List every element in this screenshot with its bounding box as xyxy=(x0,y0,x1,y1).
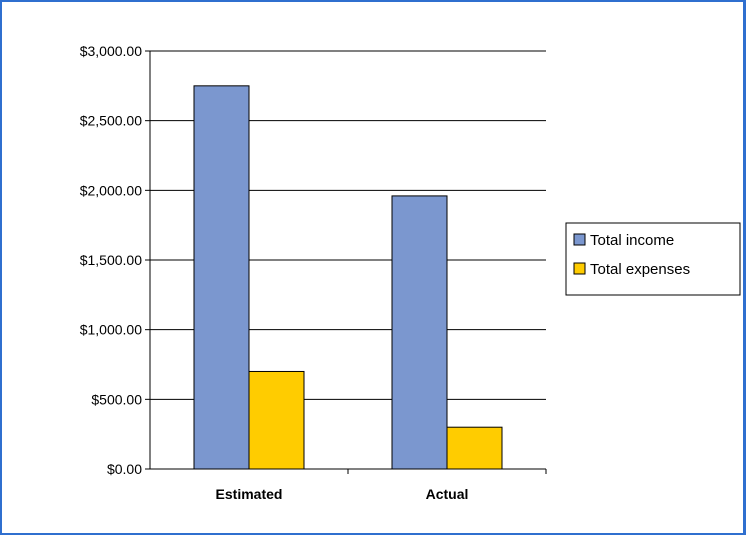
bars xyxy=(193,85,503,470)
legend-swatch xyxy=(573,262,586,275)
legend-label: Total income xyxy=(590,232,674,249)
bar-total-income-estimated xyxy=(193,85,250,470)
y-tick-label: $1,500.00 xyxy=(80,252,142,268)
x-tick-label: Actual xyxy=(426,486,469,502)
y-tick-label: $500.00 xyxy=(91,391,142,407)
y-tick-label: $1,000.00 xyxy=(80,322,142,338)
y-tick-label: $0.00 xyxy=(107,461,142,477)
axes: $0.00 $500.00 $1,000.00 $1,500.00 $2,000.00 $… xyxy=(80,43,547,502)
bar-total-expenses-estimated xyxy=(248,370,305,470)
x-tick-label: Estimated xyxy=(216,486,283,502)
y-tick-label: $2,000.00 xyxy=(80,182,142,198)
bar-total-income-actual xyxy=(391,195,448,470)
legend: Total income Total expenses xyxy=(565,222,741,296)
y-tick-label: $2,500.00 xyxy=(80,113,142,129)
legend-box xyxy=(565,222,741,296)
y-tick-label: $3,000.00 xyxy=(80,43,142,59)
legend-swatch xyxy=(573,233,586,246)
legend-label: Total expenses xyxy=(590,261,690,278)
bar-total-expenses-actual xyxy=(446,426,503,470)
